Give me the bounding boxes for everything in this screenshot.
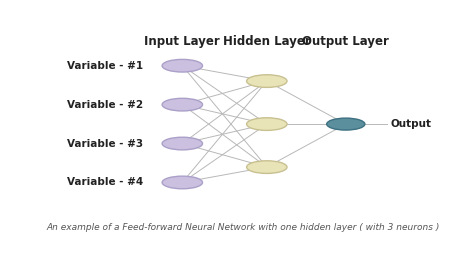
Ellipse shape	[162, 59, 202, 72]
Text: Input Layer: Input Layer	[145, 35, 220, 48]
Text: Variable - #3: Variable - #3	[66, 139, 143, 148]
Text: An example of a Feed-forward Neural Network with one hidden layer ( with 3 neuro: An example of a Feed-forward Neural Netw…	[46, 223, 439, 232]
Ellipse shape	[246, 75, 287, 88]
Text: Output Layer: Output Layer	[302, 35, 389, 48]
Text: Variable - #4: Variable - #4	[66, 177, 143, 188]
Ellipse shape	[246, 118, 287, 130]
Ellipse shape	[162, 98, 202, 111]
Text: Variable - #1: Variable - #1	[66, 61, 143, 71]
Ellipse shape	[162, 176, 202, 189]
Ellipse shape	[162, 137, 202, 150]
Text: Output: Output	[391, 119, 432, 129]
Text: Variable - #2: Variable - #2	[66, 100, 143, 110]
Ellipse shape	[246, 161, 287, 173]
Text: Hidden Layer: Hidden Layer	[223, 35, 310, 48]
Ellipse shape	[327, 118, 365, 130]
